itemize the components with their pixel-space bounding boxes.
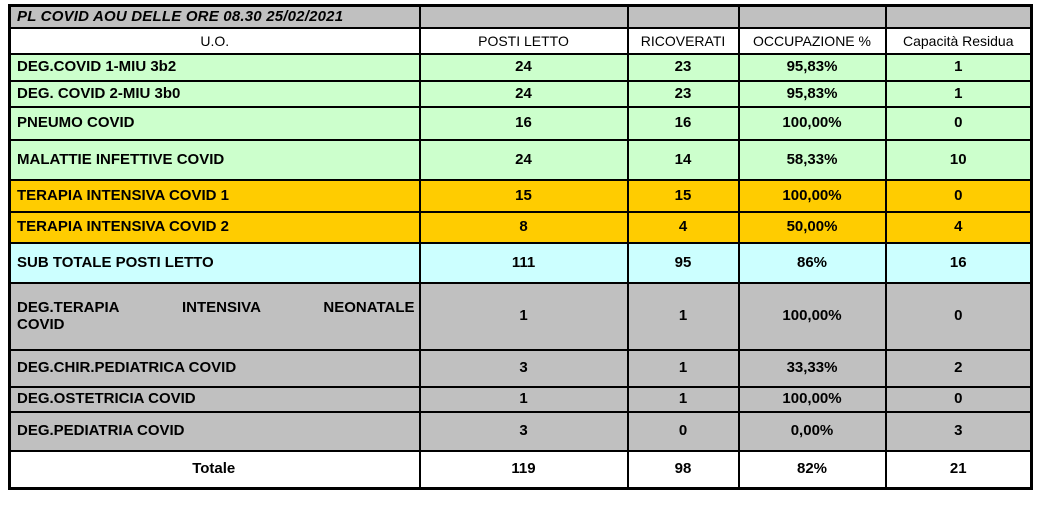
header-row: U.O. POSTI LETTO RICOVERATI OCCUPAZIONE …	[8, 26, 1033, 55]
occupazione-cell: 100,00%	[737, 281, 887, 351]
ward-name-cell: PNEUMO COVID	[8, 105, 421, 141]
col-header-capacita-residua: Capacità Residua	[884, 26, 1033, 55]
capacita-cell: 21	[884, 449, 1033, 490]
occupazione-cell: 100,00%	[737, 178, 887, 213]
col-header-posti-letto: POSTI LETTO	[418, 26, 629, 55]
ricoverati-cell: 1	[626, 385, 740, 413]
capacita-cell: 3	[884, 410, 1033, 452]
ward-name-word: INTENSIVA	[182, 298, 261, 316]
ricoverati-cell: 95	[626, 241, 740, 284]
capacita-cell: 1	[884, 52, 1033, 82]
table-row: DEG.TERAPIA INTENSIVA NEONATALE COVID 1 …	[8, 281, 1033, 351]
capacita-cell: 10	[884, 138, 1033, 181]
ward-name-cell: TERAPIA INTENSIVA COVID 2	[8, 210, 421, 244]
posti-letto-cell: 15	[418, 178, 629, 213]
capacita-cell: 1	[884, 79, 1033, 108]
table-row: PNEUMO COVID 16 16 100,00% 0	[8, 105, 1033, 141]
table-row: DEG.COVID 1-MIU 3b2 24 23 95,83% 1	[8, 52, 1033, 82]
posti-letto-cell: 3	[418, 410, 629, 452]
ward-name-line2: COVID	[17, 315, 65, 333]
ricoverati-cell: 23	[626, 52, 740, 82]
covid-beds-report: PL COVID AOU DELLE ORE 08.30 25/02/2021 …	[8, 4, 1033, 490]
report-title: PL COVID AOU DELLE ORE 08.30 25/02/2021	[8, 4, 421, 29]
ricoverati-cell: 98	[626, 449, 740, 490]
capacita-cell: 0	[884, 281, 1033, 351]
capacita-cell: 0	[884, 105, 1033, 141]
ricoverati-cell: 4	[626, 210, 740, 244]
ward-name-cell: DEG.OSTETRICIA COVID	[8, 385, 421, 413]
ricoverati-cell: 16	[626, 105, 740, 141]
ward-name-cell: DEG. COVID 2-MIU 3b0	[8, 79, 421, 108]
subtotal-label-cell: SUB TOTALE POSTI LETTO	[8, 241, 421, 284]
ricoverati-cell: 0	[626, 410, 740, 452]
posti-letto-cell: 16	[418, 105, 629, 141]
ward-name-cell: TERAPIA INTENSIVA COVID 1	[8, 178, 421, 213]
title-row-empty-cell	[626, 4, 740, 29]
ward-name-cell: DEG.COVID 1-MIU 3b2	[8, 52, 421, 82]
occupazione-cell: 86%	[737, 241, 887, 284]
ward-name-cell: DEG.TERAPIA INTENSIVA NEONATALE COVID	[8, 281, 421, 351]
posti-letto-cell: 1	[418, 281, 629, 351]
table-row: TERAPIA INTENSIVA COVID 1 15 15 100,00% …	[8, 178, 1033, 213]
ward-name-line1: DEG.TERAPIA INTENSIVA NEONATALE	[17, 299, 415, 316]
table-row: TERAPIA INTENSIVA COVID 2 8 4 50,00% 4	[8, 210, 1033, 244]
occupazione-cell: 100,00%	[737, 105, 887, 141]
posti-letto-cell: 3	[418, 348, 629, 388]
occupazione-cell: 33,33%	[737, 348, 887, 388]
occupazione-cell: 0,00%	[737, 410, 887, 452]
posti-letto-cell: 8	[418, 210, 629, 244]
covid-beds-table: PL COVID AOU DELLE ORE 08.30 25/02/2021 …	[8, 4, 1033, 490]
ricoverati-cell: 23	[626, 79, 740, 108]
occupazione-cell: 82%	[737, 449, 887, 490]
total-row: Totale 119 98 82% 21	[8, 449, 1033, 490]
total-label-cell: Totale	[8, 449, 421, 490]
ward-name-cell: MALATTIE INFETTIVE COVID	[8, 138, 421, 181]
capacita-cell: 0	[884, 385, 1033, 413]
col-header-ricoverati: RICOVERATI	[626, 26, 740, 55]
title-row-empty-cell	[737, 4, 887, 29]
ricoverati-cell: 14	[626, 138, 740, 181]
ricoverati-cell: 1	[626, 281, 740, 351]
subtotal-row: SUB TOTALE POSTI LETTO 111 95 86% 16	[8, 241, 1033, 284]
table-row: DEG. COVID 2-MIU 3b0 24 23 95,83% 1	[8, 79, 1033, 108]
table-row: DEG.PEDIATRIA COVID 3 0 0,00% 3	[8, 410, 1033, 452]
posti-letto-cell: 24	[418, 138, 629, 181]
occupazione-cell: 95,83%	[737, 79, 887, 108]
capacita-cell: 2	[884, 348, 1033, 388]
title-row-empty-cell	[884, 4, 1033, 29]
ward-name-word: NEONATALE	[323, 298, 415, 316]
ricoverati-cell: 1	[626, 348, 740, 388]
title-row: PL COVID AOU DELLE ORE 08.30 25/02/2021	[8, 4, 1033, 29]
occupazione-cell: 100,00%	[737, 385, 887, 413]
ward-name-cell: DEG.CHIR.PEDIATRICA COVID	[8, 348, 421, 388]
capacita-cell: 16	[884, 241, 1033, 284]
title-row-empty-cell	[418, 4, 629, 29]
posti-letto-cell: 119	[418, 449, 629, 490]
capacita-cell: 4	[884, 210, 1033, 244]
ricoverati-cell: 15	[626, 178, 740, 213]
table-row: DEG.OSTETRICIA COVID 1 1 100,00% 0	[8, 385, 1033, 413]
ward-name-cell: DEG.PEDIATRIA COVID	[8, 410, 421, 452]
posti-letto-cell: 24	[418, 79, 629, 108]
col-header-uo: U.O.	[8, 26, 421, 55]
capacita-cell: 0	[884, 178, 1033, 213]
table-row: DEG.CHIR.PEDIATRICA COVID 3 1 33,33% 2	[8, 348, 1033, 388]
occupazione-cell: 95,83%	[737, 52, 887, 82]
occupazione-cell: 58,33%	[737, 138, 887, 181]
occupazione-cell: 50,00%	[737, 210, 887, 244]
posti-letto-cell: 24	[418, 52, 629, 82]
posti-letto-cell: 111	[418, 241, 629, 284]
table-row: MALATTIE INFETTIVE COVID 24 14 58,33% 10	[8, 138, 1033, 181]
ward-name-word: DEG.TERAPIA	[17, 298, 120, 316]
posti-letto-cell: 1	[418, 385, 629, 413]
col-header-occupazione: OCCUPAZIONE %	[737, 26, 887, 55]
